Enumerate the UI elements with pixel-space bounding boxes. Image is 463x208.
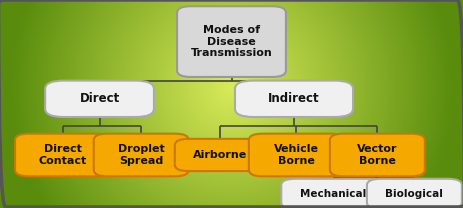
FancyBboxPatch shape xyxy=(330,134,425,176)
FancyBboxPatch shape xyxy=(282,179,385,208)
Text: Droplet
Spread: Droplet Spread xyxy=(118,144,164,166)
FancyBboxPatch shape xyxy=(15,134,110,176)
FancyBboxPatch shape xyxy=(367,179,462,208)
FancyBboxPatch shape xyxy=(94,134,189,176)
Text: Indirect: Indirect xyxy=(268,92,320,105)
FancyBboxPatch shape xyxy=(177,6,286,77)
FancyBboxPatch shape xyxy=(249,134,344,176)
Text: Vector
Borne: Vector Borne xyxy=(357,144,398,166)
Text: Direct: Direct xyxy=(80,92,119,105)
Text: Modes of
Disease
Transmission: Modes of Disease Transmission xyxy=(191,25,272,58)
Text: Vehicle
Borne: Vehicle Borne xyxy=(274,144,319,166)
Text: Biological: Biological xyxy=(385,189,444,199)
Text: Airborne: Airborne xyxy=(193,150,247,160)
Text: Mechanical: Mechanical xyxy=(300,189,367,199)
FancyBboxPatch shape xyxy=(235,80,353,117)
Text: Direct
Contact: Direct Contact xyxy=(38,144,87,166)
FancyBboxPatch shape xyxy=(175,139,265,171)
FancyBboxPatch shape xyxy=(45,80,154,117)
